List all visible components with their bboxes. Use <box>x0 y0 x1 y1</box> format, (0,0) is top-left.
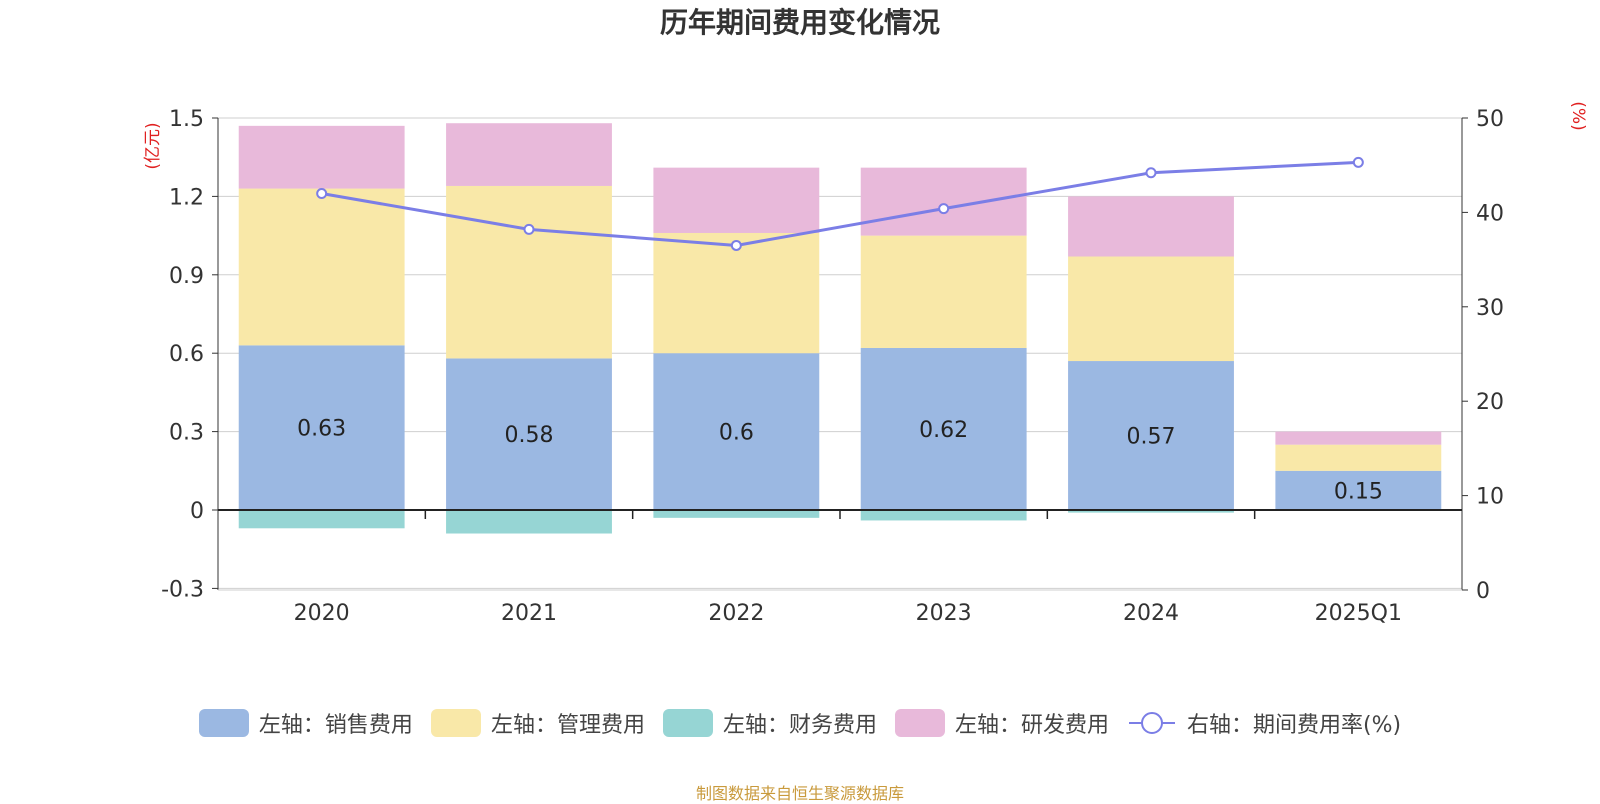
rate-point <box>316 188 328 200</box>
legend-label-rd: 左轴：研发费用 <box>954 713 1109 738</box>
bar-rd <box>653 167 820 233</box>
bar-sales <box>1275 470 1442 510</box>
bar-value-label: 0.57 <box>1127 425 1176 450</box>
x-tick-label: 2025Q1 <box>1315 601 1402 626</box>
bar-finance <box>860 510 1027 521</box>
bar-rd <box>1068 196 1234 257</box>
rate-point <box>523 223 535 235</box>
legend-item-rate[interactable]: 右轴：期间费用率(%) <box>1127 707 1401 739</box>
grid-lines <box>218 117 1462 589</box>
legend-item-admin[interactable]: 左轴：管理费用 <box>430 707 645 739</box>
bar-rd <box>446 123 612 186</box>
axes <box>212 117 1468 591</box>
left-tick-label: -0.3 <box>161 577 204 602</box>
bar-finance <box>446 510 612 534</box>
bar-sales <box>238 345 405 510</box>
bar-admin <box>1275 444 1442 471</box>
left-axis-unit: (亿元) <box>143 122 163 169</box>
right-tick-label: 50 <box>1476 107 1504 132</box>
left-tick-label: 0.6 <box>169 342 204 367</box>
legend-swatch-finance <box>662 709 713 737</box>
bar-rd <box>238 125 405 189</box>
bar-sales <box>860 347 1027 510</box>
bar-value-label: 0.58 <box>505 423 554 448</box>
chart: 历年期间费用变化情况 (亿元) (%) 0.63 0.58 0.6 0.62 0.570… <box>143 6 1588 626</box>
legend-label-sales: 左轴：销售费用 <box>258 713 413 738</box>
chart-title: 历年期间费用变化情况 <box>660 6 940 39</box>
legend: 左轴：销售费用 左轴：管理费用 左轴：财务费用 左轴：研发费用 右轴：期间费用率… <box>0 705 1600 741</box>
bar-sales <box>653 353 820 510</box>
legend-label-finance: 左轴：财务费用 <box>722 713 877 738</box>
legend-item-rd[interactable]: 左轴：研发费用 <box>894 707 1109 739</box>
x-tick-label: 2023 <box>916 601 972 626</box>
line-series <box>316 156 1364 251</box>
right-tick-label: 10 <box>1476 485 1504 510</box>
x-tick-label: 2021 <box>501 601 557 626</box>
legend-item-finance[interactable]: 左轴：财务费用 <box>662 707 877 739</box>
bar-rd <box>1275 431 1442 445</box>
x-tick-label: 2020 <box>294 601 350 626</box>
right-tick-label: 40 <box>1476 201 1504 226</box>
bar-admin <box>446 185 612 359</box>
bar-rd <box>860 167 1027 236</box>
source-note: 制图数据来自恒生聚源数据库 <box>695 784 904 803</box>
rate-point <box>938 203 950 215</box>
legend-swatch-sales <box>198 709 249 737</box>
bar-admin <box>1068 256 1234 362</box>
bar-sales <box>1068 361 1234 510</box>
rate-point <box>1145 167 1157 179</box>
rate-line <box>321 160 1359 247</box>
right-tick-label: 20 <box>1476 390 1504 415</box>
bar-finance <box>1068 510 1234 513</box>
bar-admin <box>238 188 405 346</box>
x-tick-label: 2022 <box>708 601 764 626</box>
bar-series <box>238 123 1442 534</box>
tick-labels: -0.3 0 0.3 0.6 0.9 1.2 1.5 0 10 20 30 40 50 2020 2021 2… <box>161 107 1504 626</box>
legend-item-sales[interactable]: 左轴：销售费用 <box>198 707 413 739</box>
bar-finance <box>653 510 820 518</box>
left-tick-label: 1.2 <box>169 185 204 210</box>
legend-line-marker-icon <box>1128 712 1175 734</box>
left-tick-label: 0.9 <box>169 264 204 289</box>
right-tick-label: 0 <box>1476 579 1490 604</box>
legend-label-rate: 右轴：期间费用率(%) <box>1186 713 1402 738</box>
legend-swatch-rd <box>894 709 945 737</box>
rate-point <box>730 239 742 251</box>
bar-admin <box>653 232 820 354</box>
right-axis-unit: (%) <box>1568 101 1588 130</box>
right-tick-label: 30 <box>1476 296 1504 321</box>
bar-value-label: 0.15 <box>1334 479 1383 504</box>
bar-finance <box>238 510 405 529</box>
x-tick-label: 2024 <box>1123 601 1179 626</box>
left-tick-label: 0 <box>190 499 204 524</box>
bar-admin <box>860 235 1027 348</box>
bar-value-label: 0.63 <box>297 417 346 442</box>
bar-value-labels: 0.63 0.58 0.6 0.62 0.57 0.15 <box>297 417 1383 505</box>
left-tick-label: 0.3 <box>169 421 204 446</box>
bar-value-label: 0.62 <box>919 418 968 443</box>
legend-swatch-admin <box>430 709 481 737</box>
rate-point <box>1352 156 1364 168</box>
bar-value-label: 0.6 <box>719 421 754 446</box>
left-tick-label: 1.5 <box>169 107 204 132</box>
legend-label-admin: 左轴：管理费用 <box>490 713 645 738</box>
bar-sales <box>446 358 612 510</box>
